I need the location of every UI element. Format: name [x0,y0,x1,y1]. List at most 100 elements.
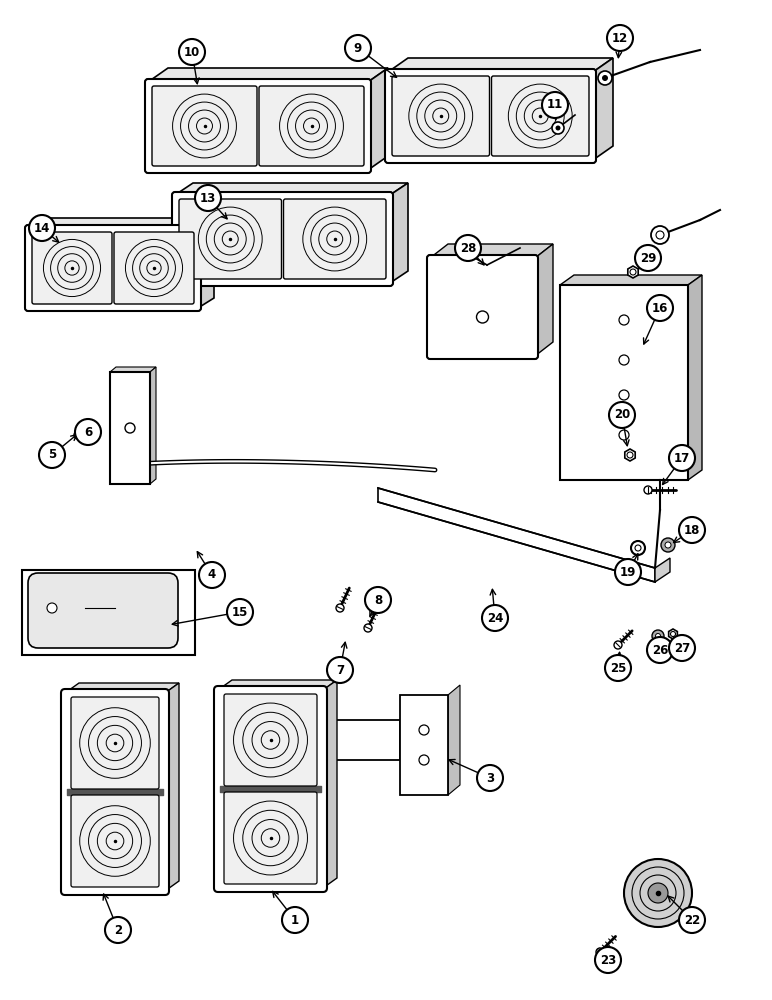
Text: 10: 10 [184,45,200,58]
FancyBboxPatch shape [224,694,317,786]
Polygon shape [560,275,702,285]
Circle shape [542,92,568,118]
Polygon shape [165,683,179,891]
Circle shape [39,442,65,468]
Text: 2: 2 [114,924,122,936]
FancyBboxPatch shape [214,686,327,892]
Text: 11: 11 [547,99,563,111]
Polygon shape [625,449,635,461]
Circle shape [227,599,253,625]
Text: 5: 5 [48,448,56,462]
Text: 7: 7 [336,664,344,676]
FancyBboxPatch shape [145,79,371,173]
Circle shape [614,641,622,649]
Circle shape [679,907,705,933]
Circle shape [648,883,668,903]
Polygon shape [368,68,388,170]
Text: 24: 24 [487,611,503,624]
Polygon shape [110,367,156,372]
Circle shape [598,71,612,85]
FancyBboxPatch shape [172,192,393,286]
Text: 27: 27 [674,642,690,654]
Circle shape [419,725,429,735]
Circle shape [644,486,652,494]
Polygon shape [448,685,460,795]
Polygon shape [110,372,150,484]
Circle shape [679,517,705,543]
Polygon shape [378,488,655,582]
Circle shape [105,917,131,943]
Text: 29: 29 [640,251,656,264]
FancyBboxPatch shape [61,689,169,895]
Circle shape [596,948,604,956]
Polygon shape [655,558,670,582]
Polygon shape [150,367,156,484]
Circle shape [29,215,55,241]
Polygon shape [688,275,702,480]
Circle shape [476,311,489,323]
Circle shape [455,235,481,261]
Circle shape [595,947,621,973]
Polygon shape [218,680,337,690]
FancyBboxPatch shape [179,199,282,279]
Circle shape [656,231,664,239]
Circle shape [671,632,676,637]
Circle shape [125,423,135,433]
Polygon shape [593,58,613,160]
Polygon shape [330,720,400,760]
Text: 28: 28 [460,241,476,254]
Circle shape [482,605,508,631]
Circle shape [655,634,661,639]
Polygon shape [390,183,408,283]
Circle shape [619,430,629,440]
FancyBboxPatch shape [259,86,364,166]
Polygon shape [560,285,688,480]
Circle shape [85,420,95,430]
Polygon shape [22,570,195,655]
Text: 23: 23 [600,954,616,966]
Circle shape [336,604,344,612]
Text: 15: 15 [232,605,248,618]
Circle shape [199,562,225,588]
Circle shape [179,39,205,65]
Text: 13: 13 [200,192,216,205]
Circle shape [74,431,82,439]
FancyBboxPatch shape [152,86,257,166]
FancyBboxPatch shape [392,76,489,156]
FancyBboxPatch shape [71,795,159,887]
Polygon shape [535,244,553,356]
Text: 6: 6 [84,426,92,438]
Text: 3: 3 [486,772,494,784]
Text: 17: 17 [674,452,690,464]
Text: 22: 22 [684,914,700,926]
Polygon shape [323,680,337,888]
FancyBboxPatch shape [492,76,589,156]
FancyBboxPatch shape [427,255,538,359]
Polygon shape [628,266,638,278]
Polygon shape [148,68,388,82]
Circle shape [619,315,629,325]
Circle shape [665,542,671,548]
Circle shape [615,559,641,585]
Circle shape [552,122,564,134]
Circle shape [607,25,633,51]
FancyBboxPatch shape [32,232,112,304]
Circle shape [669,445,695,471]
Text: 8: 8 [374,593,382,606]
Circle shape [345,35,371,61]
Text: 12: 12 [612,31,628,44]
Circle shape [282,907,308,933]
Circle shape [635,545,641,551]
Circle shape [661,538,675,552]
Text: 20: 20 [614,408,630,422]
Text: 1: 1 [291,914,299,926]
Circle shape [651,226,669,244]
Text: 26: 26 [652,644,669,656]
FancyBboxPatch shape [114,232,194,304]
Circle shape [373,597,378,602]
Text: 4: 4 [208,568,216,582]
Circle shape [419,755,429,765]
Text: 25: 25 [610,662,626,674]
Polygon shape [388,58,613,72]
Text: 18: 18 [684,524,700,536]
